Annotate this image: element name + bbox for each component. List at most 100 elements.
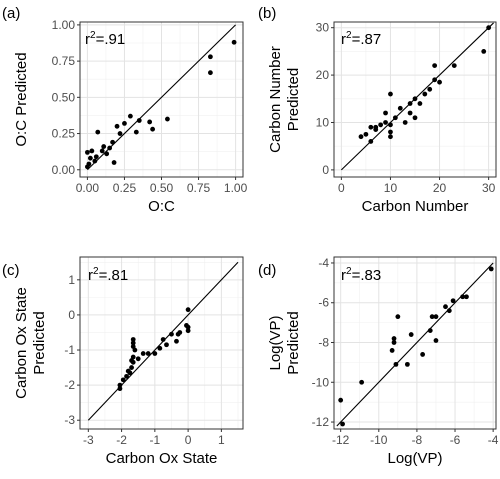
- data-point: [185, 324, 191, 330]
- y-axis-title: Carbon Number: [267, 46, 284, 153]
- data-point: [92, 158, 98, 164]
- data-point: [397, 105, 403, 111]
- x-tick-label: -6: [450, 433, 461, 447]
- data-point: [99, 148, 105, 154]
- x-axis-title: O:C: [148, 198, 175, 215]
- identity-line: [336, 262, 494, 427]
- data-point: [132, 347, 138, 353]
- data-point: [89, 148, 95, 154]
- data-point: [147, 119, 153, 125]
- data-point: [120, 377, 126, 383]
- data-point: [433, 338, 439, 343]
- r-squared-annotation: r2=.91: [85, 30, 125, 48]
- identity-line: [340, 22, 494, 171]
- y-tick-label: -6: [318, 296, 329, 310]
- data-point: [460, 294, 466, 300]
- data-point: [432, 77, 438, 83]
- data-point: [383, 120, 388, 125]
- data-point: [122, 121, 127, 126]
- data-point: [389, 348, 395, 353]
- data-point: [104, 151, 110, 157]
- y-tick-label: 0.25: [52, 127, 76, 141]
- data-point: [358, 134, 364, 140]
- y-tick-label: 0.50: [52, 90, 76, 104]
- data-point: [412, 115, 418, 121]
- data-point: [130, 340, 136, 346]
- y-tick-label: -4: [318, 256, 329, 270]
- data-point: [164, 342, 169, 348]
- panel-b: 0 10 20 30 0 10 20 30 Carbon Number Carbon Number…: [258, 5, 497, 215]
- data-point: [145, 351, 151, 356]
- data-point: [407, 110, 413, 116]
- data-point: [395, 314, 401, 320]
- panel-label: (d): [258, 262, 276, 279]
- x-axis-title: Log(VP): [387, 450, 442, 467]
- data-point: [107, 145, 113, 151]
- data-point: [130, 337, 136, 342]
- data-point: [446, 308, 452, 314]
- x-tick-label: 10: [384, 181, 398, 195]
- x-tick-label: -10: [370, 433, 388, 447]
- data-point: [417, 101, 423, 106]
- data-point: [388, 91, 393, 97]
- data-point: [177, 330, 183, 335]
- data-point: [185, 307, 191, 313]
- data-point: [437, 79, 442, 85]
- data-point: [368, 124, 374, 130]
- data-point: [404, 361, 410, 367]
- x-tick-label: -2: [116, 433, 127, 447]
- y-tick-label: -1: [64, 343, 75, 357]
- x-axis-title: Carbon Ox State: [106, 450, 218, 467]
- data-point: [208, 70, 213, 76]
- x-tick-label: -8: [412, 433, 423, 447]
- data-point: [383, 110, 388, 116]
- x-tick-label: 0: [185, 433, 192, 447]
- data-point: [129, 365, 134, 370]
- x-tick-label: -4: [488, 433, 499, 447]
- data-point: [169, 331, 174, 337]
- r-squared-annotation: r2=.83: [341, 266, 381, 284]
- x-tick-label: -3: [83, 433, 94, 447]
- y-tick-label: -12: [312, 415, 330, 429]
- data-point: [150, 126, 156, 132]
- data-point: [117, 382, 123, 388]
- data-point: [127, 370, 133, 376]
- data-point: [231, 39, 237, 45]
- x-tick-label: 1: [218, 433, 225, 447]
- data-point: [127, 113, 133, 119]
- x-tick-label: 0.25: [113, 181, 137, 195]
- data-point: [407, 101, 413, 106]
- data-point: [101, 144, 107, 149]
- data-point: [388, 122, 393, 128]
- x-tick-label: 0: [338, 181, 345, 195]
- data-point: [488, 266, 494, 272]
- data-point: [135, 356, 141, 362]
- data-point: [93, 154, 99, 160]
- y-tick-label: 0: [322, 163, 329, 177]
- panel-label: (b): [258, 5, 276, 22]
- data-point: [133, 129, 139, 135]
- panel-label: (a): [2, 5, 20, 22]
- x-tick-label: -1: [150, 433, 161, 447]
- data-point: [450, 298, 456, 304]
- y-axis-title: Predicted: [285, 68, 302, 131]
- y-tick-label: -3: [64, 413, 75, 427]
- data-point: [432, 63, 438, 69]
- data-point: [208, 54, 213, 60]
- r-squared-annotation: r2=.87: [341, 30, 381, 48]
- y-axis-title: Log(VP): [267, 315, 284, 370]
- data-point: [95, 129, 101, 135]
- data-point: [86, 161, 92, 167]
- data-point: [368, 139, 374, 144]
- panel-a: 0.00 0.25 0.50 0.75 1.00 0.00 0.25 0.50 0.75 1.00…: [2, 5, 248, 215]
- data-point: [388, 134, 393, 140]
- y-tick-label: 20: [316, 68, 330, 82]
- data-point: [391, 336, 397, 341]
- x-tick-label: 0.00: [76, 181, 100, 195]
- data-point: [338, 397, 344, 403]
- y-tick-label: 0: [68, 308, 75, 322]
- data-point: [451, 63, 457, 69]
- plot-border: [79, 256, 244, 430]
